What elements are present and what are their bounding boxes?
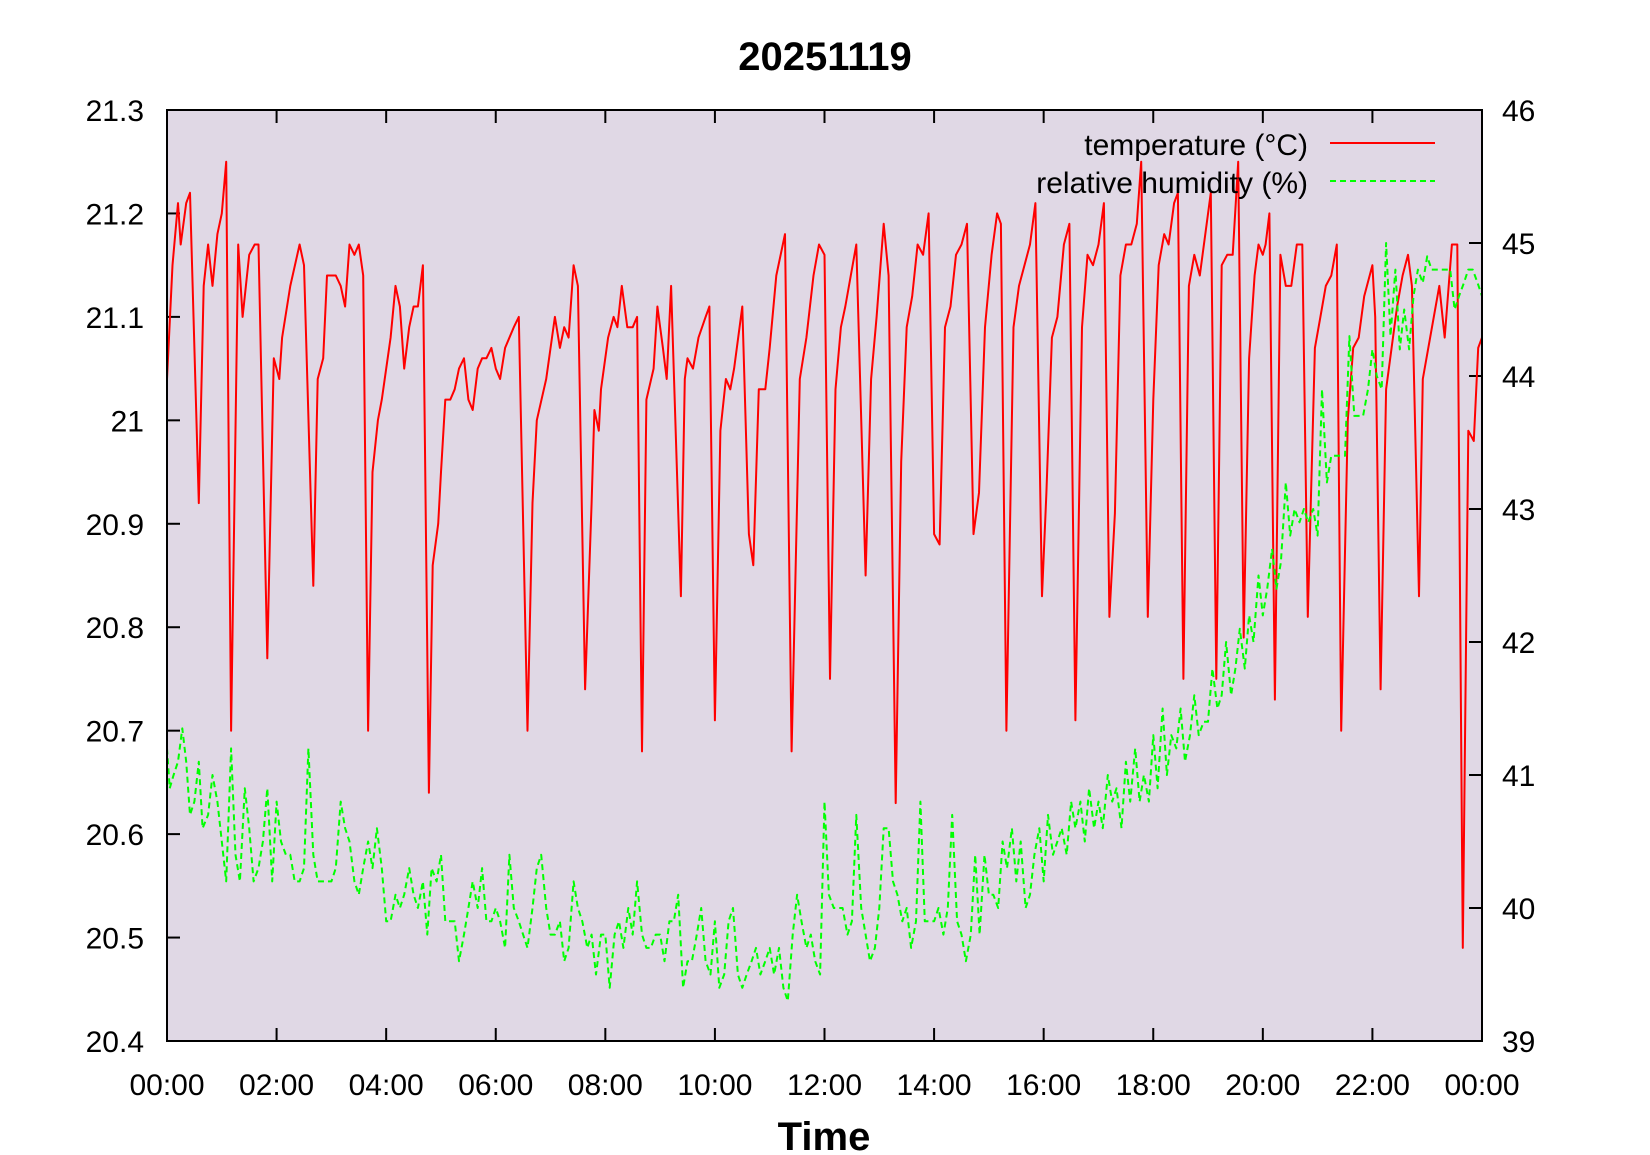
x-tick-label: 06:00 — [458, 1069, 533, 1102]
plot-area — [167, 110, 1482, 1041]
y-left-tick-label: 20.5 — [86, 923, 144, 956]
x-tick-label: 00:00 — [1444, 1069, 1519, 1102]
x-axis-label: Time — [778, 1115, 871, 1155]
series-line-humidity — [166, 242, 1483, 1003]
y-left-tick-label: 20.8 — [86, 612, 144, 645]
x-tick-label: 20:00 — [1225, 1069, 1300, 1102]
y-left-tick-label: 20.9 — [86, 509, 144, 542]
x-tick-label: 12:00 — [787, 1069, 862, 1102]
y-left-tick-label: 21.1 — [86, 302, 144, 335]
y-left-tick-label: 21.2 — [86, 198, 144, 231]
y-left-tick-label: 21.3 — [86, 95, 144, 128]
legend-label-temperature: temperature (°C) — [1084, 129, 1308, 162]
y-left-tick-label: 21 — [111, 405, 144, 438]
y-right-tick-label: 39 — [1502, 1026, 1535, 1059]
series-line-temperature — [166, 160, 1483, 949]
plot-border — [166, 109, 1483, 1042]
y-right-tick-label: 42 — [1502, 627, 1535, 660]
y-right-tick-label: 46 — [1502, 95, 1535, 128]
legend: temperature (°C) relative humidity (%) — [1036, 129, 1435, 200]
y-right-tick-label: 41 — [1502, 760, 1535, 793]
x-tick-label: 00:00 — [129, 1069, 204, 1102]
x-tick-label: 04:00 — [349, 1069, 424, 1102]
y-right-tick-label: 44 — [1502, 361, 1535, 394]
x-tick-label: 18:00 — [1116, 1069, 1191, 1102]
y-left-tick-label: 20.4 — [86, 1026, 144, 1059]
y-left-tick-label: 20.6 — [86, 819, 144, 852]
chart-title: 20251119 — [738, 35, 912, 79]
x-tick-label: 10:00 — [677, 1069, 752, 1102]
y-right-tick-label: 40 — [1502, 893, 1535, 926]
x-tick-label: 14:00 — [897, 1069, 972, 1102]
x-tick-label: 08:00 — [568, 1069, 643, 1102]
x-tick-label: 16:00 — [1006, 1069, 1081, 1102]
x-tick-label: 02:00 — [239, 1069, 314, 1102]
legend-label-humidity: relative humidity (%) — [1036, 167, 1308, 200]
y-right-tick-label: 45 — [1502, 228, 1535, 261]
y-right-tick-label: 43 — [1502, 494, 1535, 527]
x-tick-label: 22:00 — [1335, 1069, 1410, 1102]
y-left-tick-label: 20.7 — [86, 716, 144, 749]
axis-ticks: 00:00 02:00 04:00 06:00 08:00 10:00 12:00 14:00… — [86, 95, 1536, 1102]
series-layer — [166, 160, 1483, 1003]
